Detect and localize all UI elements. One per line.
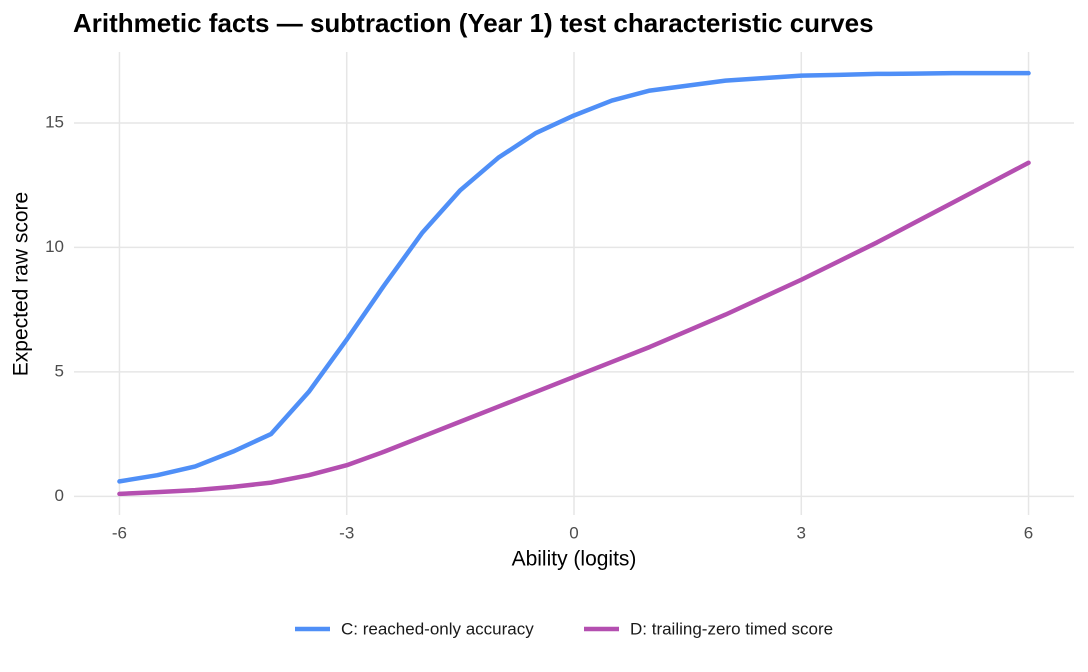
x-tick-label: 0 — [569, 523, 578, 542]
legend-label: D: trailing-zero timed score — [630, 619, 833, 638]
y-axis-title: Expected raw score — [10, 192, 33, 376]
y-tick-label: 0 — [55, 486, 64, 505]
y-tick-label: 10 — [45, 237, 64, 256]
x-tick-label: -3 — [339, 523, 354, 542]
x-axis-title: Ability (logits) — [512, 548, 637, 571]
legend-label: C: reached-only accuracy — [341, 619, 534, 638]
x-tick-label: -6 — [112, 523, 127, 542]
y-tick-label: 15 — [45, 112, 64, 131]
x-tick-label: 3 — [797, 523, 806, 542]
line-series — [117, 70, 1031, 484]
line-series — [117, 160, 1031, 497]
chart-title: Arithmetic facts — subtraction (Year 1) … — [73, 8, 874, 38]
y-tick-label: 5 — [55, 361, 64, 380]
x-tick-label: 6 — [1024, 523, 1033, 542]
